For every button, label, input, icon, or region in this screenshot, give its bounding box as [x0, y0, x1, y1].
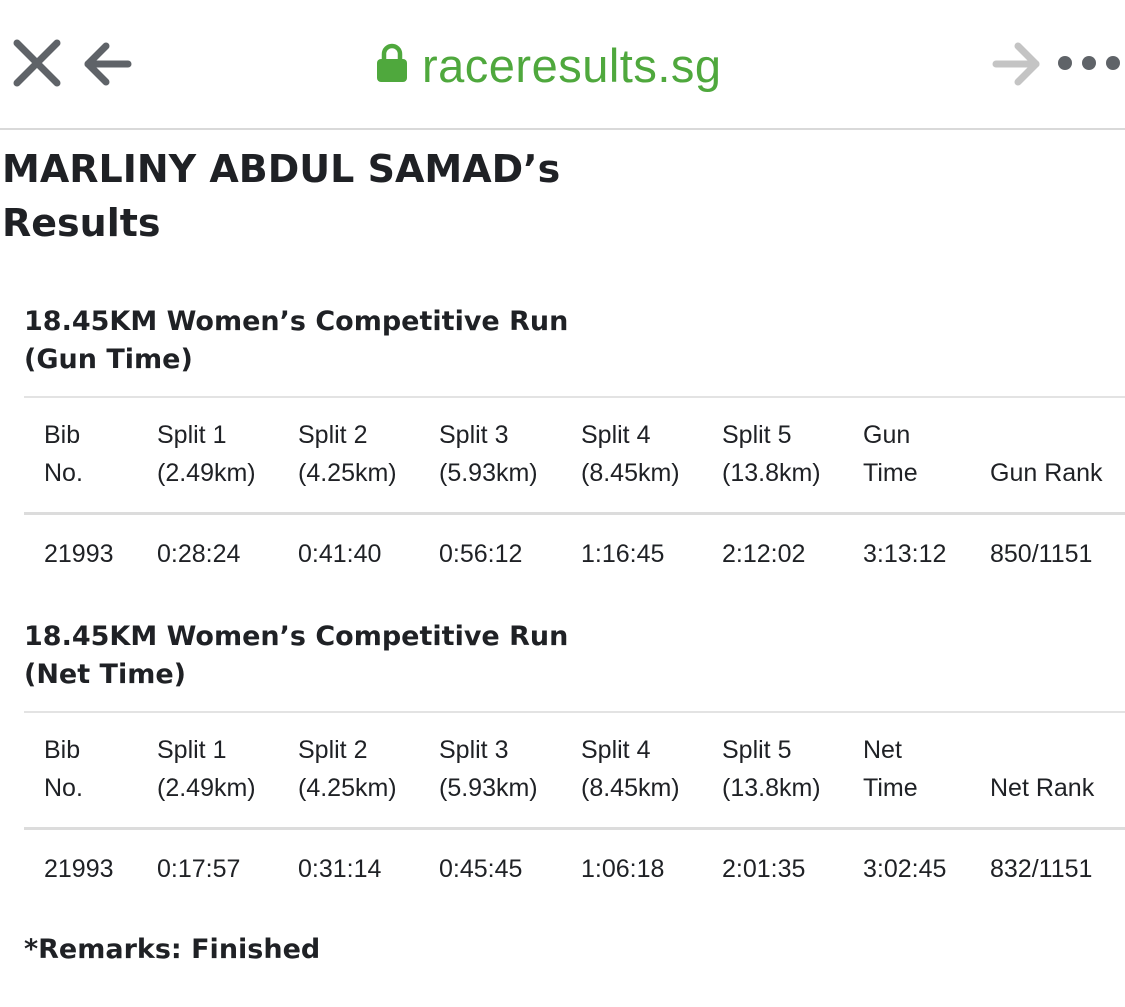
cell-split-4: 1:16:45 [581, 540, 665, 568]
lock-icon [376, 43, 408, 87]
browser-toolbar: raceresults.sg [0, 0, 1125, 130]
net-time-section-title: 18.45KM Women’s Competitive Run (Net Tim… [24, 618, 644, 694]
cell-bib: 21993 [44, 540, 114, 568]
more-dots-icon[interactable] [1056, 48, 1122, 78]
header-split-1: Split 1 (2.49km) [157, 736, 256, 802]
forward-arrow-icon[interactable] [990, 40, 1042, 88]
header-gun-time: Gun Time [863, 421, 918, 487]
header-split-3: Split 3 (5.93km) [439, 421, 538, 487]
table-divider [24, 711, 1125, 713]
cell-split-1: 0:28:24 [157, 540, 241, 568]
table-divider [24, 512, 1125, 515]
address-bar[interactable]: raceresults.sg [376, 30, 722, 100]
cell-split-5: 2:12:02 [722, 540, 806, 568]
cell-gun-rank: 850/1151 [990, 540, 1093, 568]
remarks-text: *Remarks: Finished [24, 934, 321, 965]
cell-split-2: 0:31:14 [298, 855, 382, 883]
header-split-2: Split 2 (4.25km) [298, 421, 397, 487]
gun-time-section-title: 18.45KM Women’s Competitive Run (Gun Tim… [24, 303, 644, 379]
cell-split-3: 0:56:12 [439, 540, 523, 568]
header-bib: Bib No. [44, 421, 83, 487]
header-split-5: Split 5 (13.8km) [722, 421, 821, 487]
cell-split-2: 0:41:40 [298, 540, 382, 568]
header-split-1: Split 1 (2.49km) [157, 421, 256, 487]
header-net-time: Net Time [863, 736, 918, 802]
cell-gun-time: 3:13:12 [863, 540, 947, 568]
header-split-3: Split 3 (5.93km) [439, 736, 538, 802]
table-divider [24, 396, 1125, 398]
section-title-line2: (Net Time) [24, 659, 187, 690]
header-split-5: Split 5 (13.8km) [722, 736, 821, 802]
cell-split-4: 1:06:18 [581, 855, 665, 883]
url-text: raceresults.sg [422, 38, 722, 92]
section-title-line1: 18.45KM Women’s Competitive Run [24, 621, 569, 652]
header-bib: Bib No. [44, 736, 83, 802]
table-divider [24, 827, 1125, 830]
header-split-2: Split 2 (4.25km) [298, 736, 397, 802]
cell-split-3: 0:45:45 [439, 855, 523, 883]
header-split-4: Split 4 (8.45km) [581, 736, 680, 802]
section-title-line2: (Gun Time) [24, 344, 193, 375]
cell-bib: 21993 [44, 855, 114, 883]
cell-split-5: 2:01:35 [722, 855, 806, 883]
header-net-rank: Net Rank [990, 774, 1095, 802]
page-title: MARLINY ABDUL SAMAD’s Results [2, 142, 622, 250]
header-gun-rank: Gun Rank [990, 459, 1103, 487]
header-split-4: Split 4 (8.45km) [581, 421, 680, 487]
cell-split-1: 0:17:57 [157, 855, 241, 883]
page-title-line2: Results [2, 201, 161, 245]
close-icon[interactable] [12, 38, 62, 88]
cell-net-rank: 832/1151 [990, 855, 1093, 883]
page-title-line1: MARLINY ABDUL SAMAD’s [2, 147, 561, 191]
section-title-line1: 18.45KM Women’s Competitive Run [24, 306, 569, 337]
back-arrow-icon[interactable] [82, 40, 134, 88]
cell-net-time: 3:02:45 [863, 855, 947, 883]
